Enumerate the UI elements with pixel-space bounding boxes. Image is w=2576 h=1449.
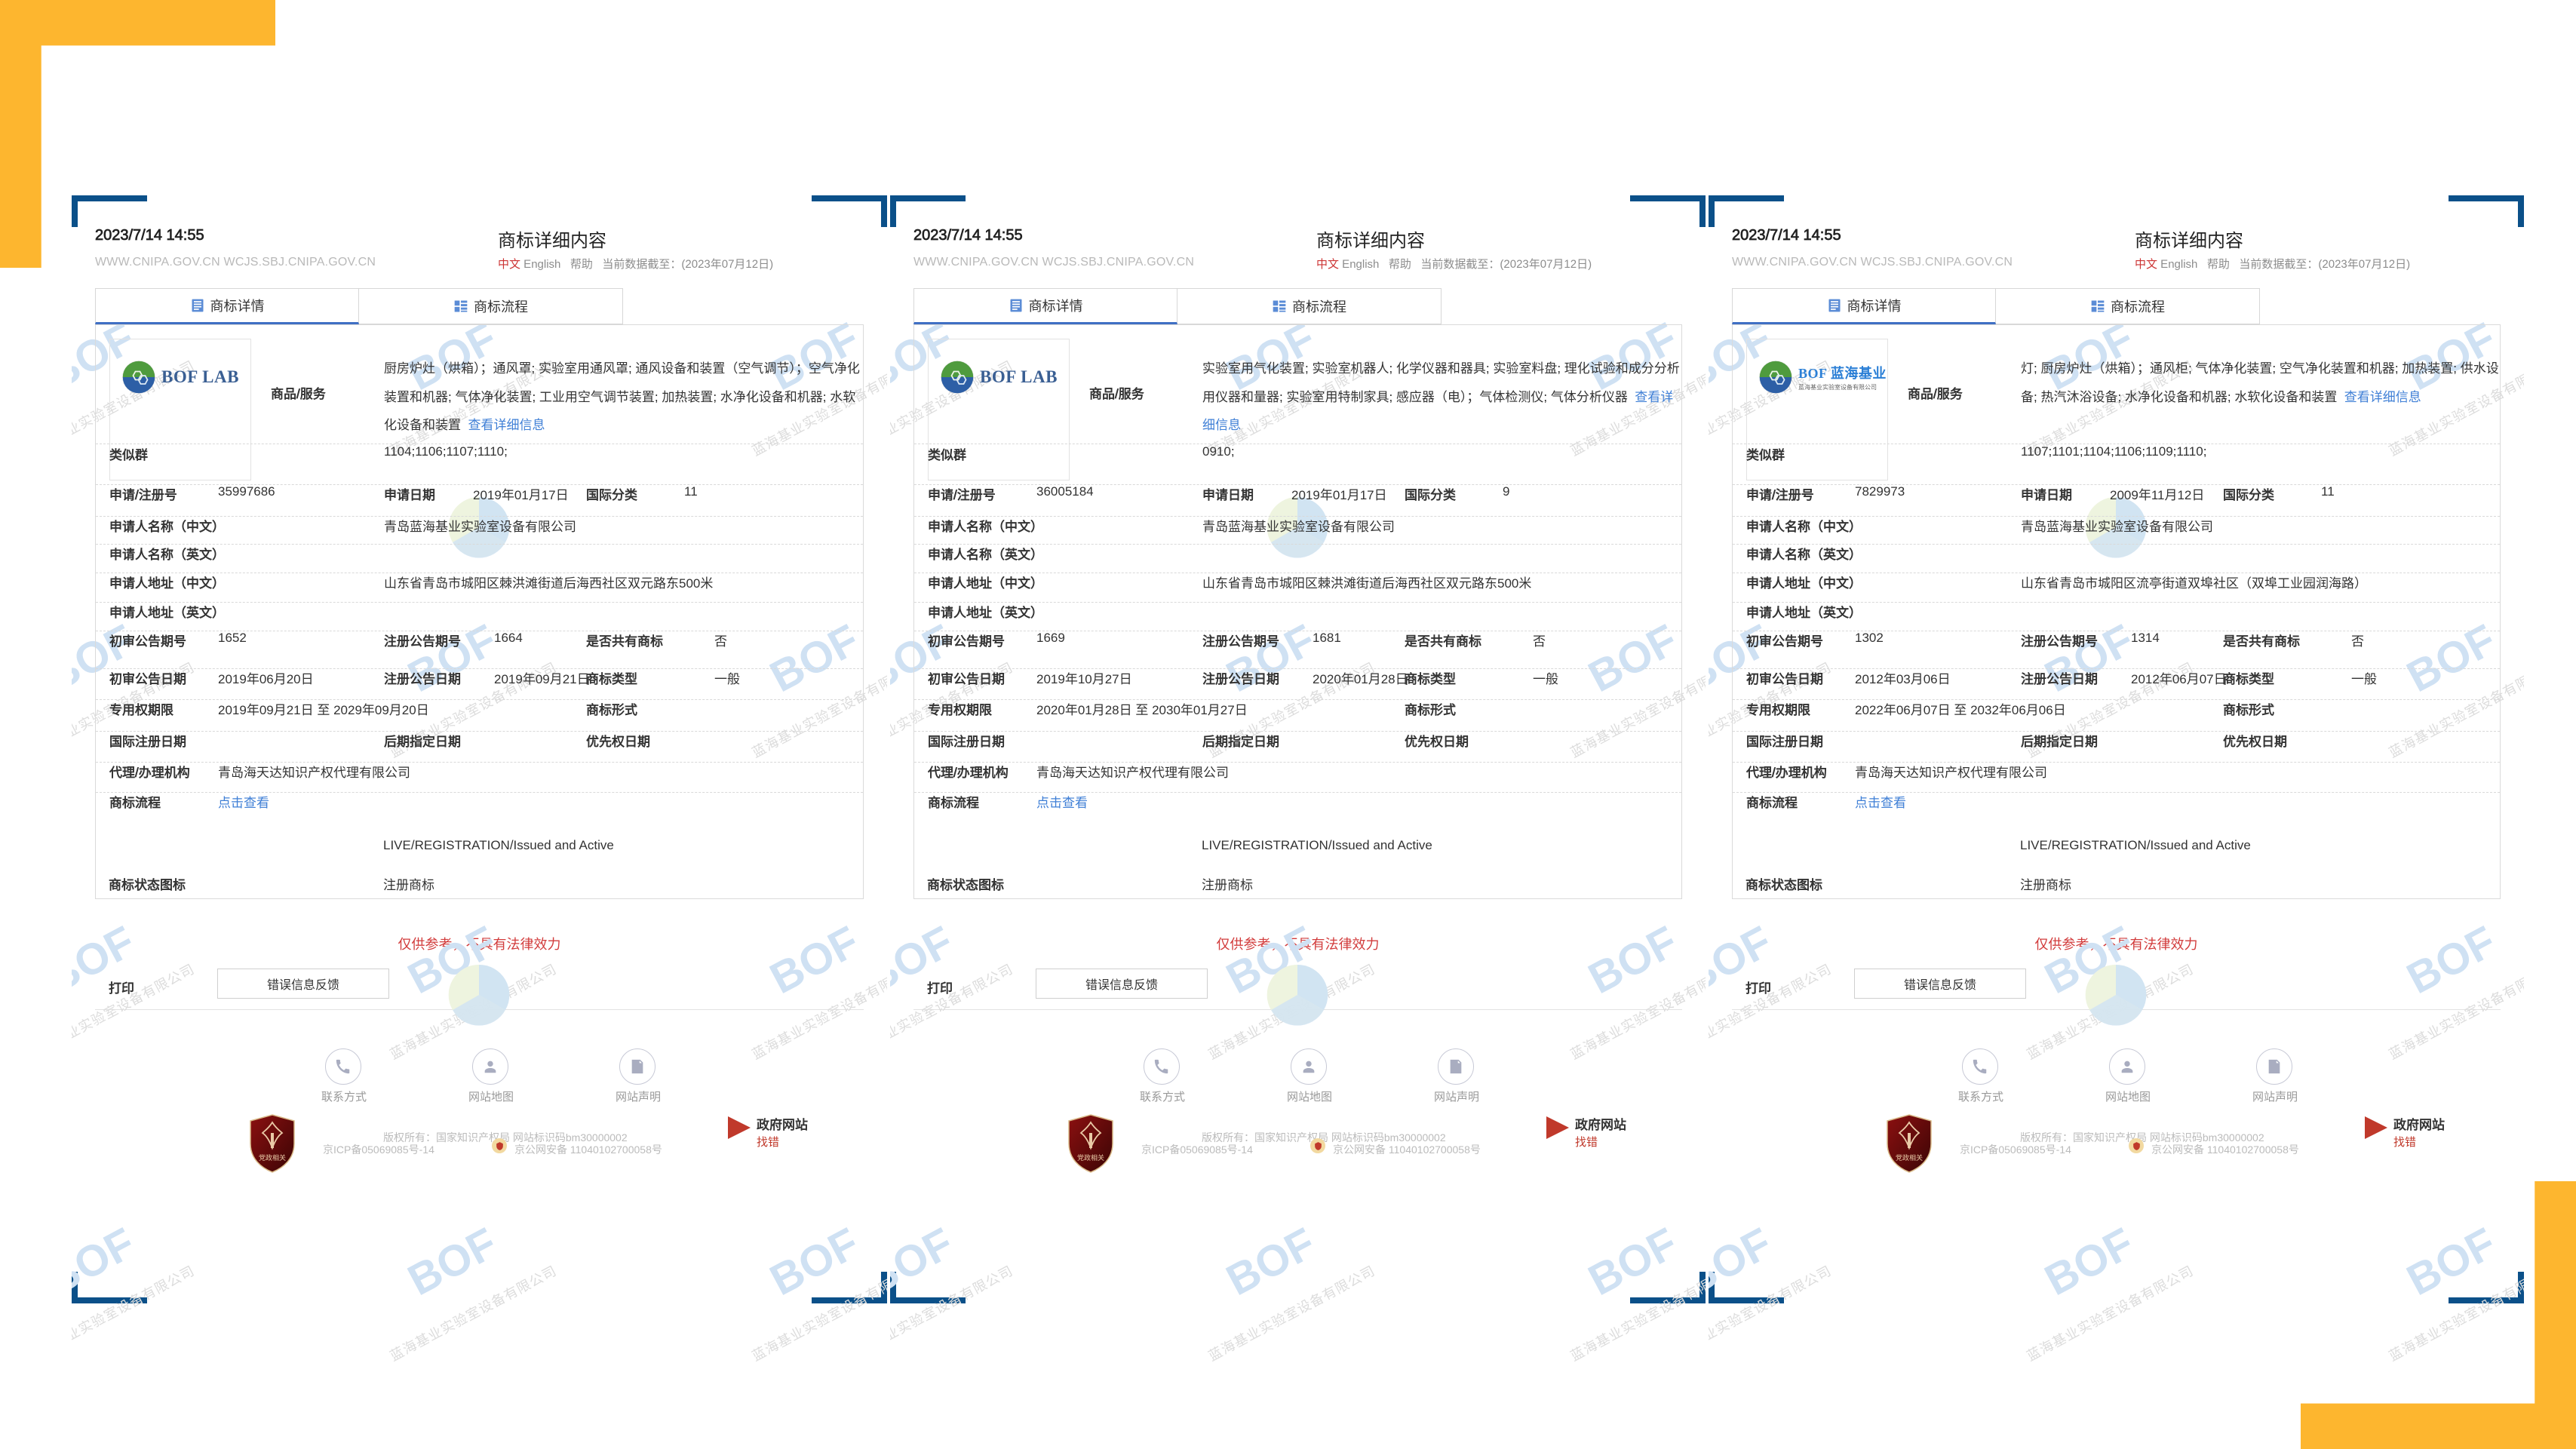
svg-text:党政相关: 党政相关 (259, 1153, 286, 1162)
svg-text:党政相关: 党政相关 (1896, 1153, 1923, 1162)
svg-text:党政相关: 党政相关 (1077, 1153, 1104, 1162)
